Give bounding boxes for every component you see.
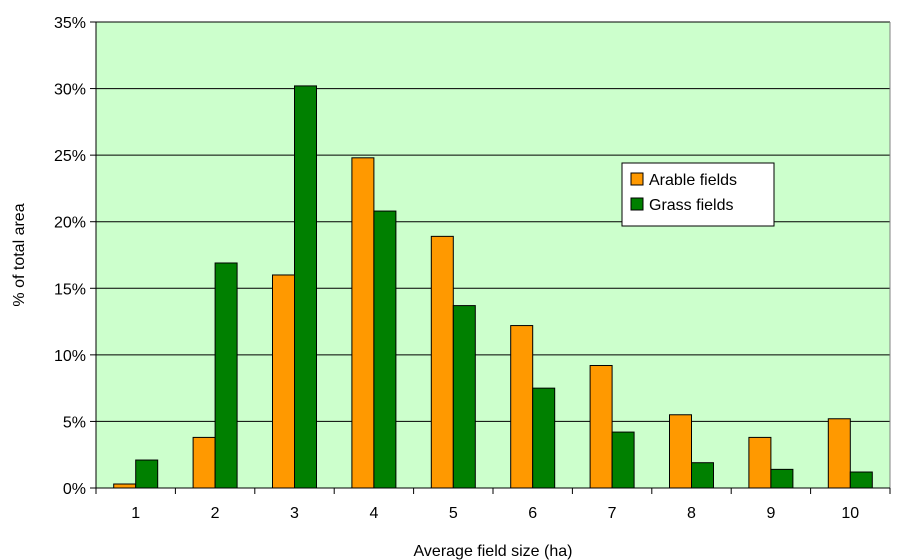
x-tick-labels: 1 2 3 4 5 6 7 8 9 10 — [131, 505, 859, 522]
y-tick-label: 0% — [63, 481, 86, 498]
legend: Arable fields Grass fields — [621, 162, 775, 227]
legend-box — [621, 162, 775, 227]
axes — [90, 21, 891, 494]
x-axis-label: Average field size (ha) — [414, 543, 573, 560]
y-axis-label: % of total area — [11, 203, 28, 306]
legend-swatch — [630, 197, 644, 211]
y-tick-label: 10% — [54, 348, 86, 365]
bar — [849, 471, 873, 489]
y-tick-label: 5% — [63, 414, 86, 431]
bar — [510, 325, 534, 489]
bar — [192, 436, 216, 489]
y-tick-label: 25% — [54, 148, 86, 165]
x-tick-label: 3 — [290, 505, 299, 522]
y-tick-label: 30% — [54, 82, 86, 99]
x-tick-label: 8 — [687, 505, 696, 522]
x-tick-label: 6 — [528, 505, 537, 522]
y-tick-label: 15% — [54, 281, 86, 298]
bar — [532, 387, 556, 489]
y-tick-label: 20% — [54, 215, 86, 232]
x-tick-label: 9 — [766, 505, 775, 522]
x-tick-label: 10 — [841, 505, 859, 522]
bar — [351, 157, 375, 489]
bar — [214, 262, 238, 489]
x-tick-label: 4 — [369, 505, 378, 522]
y-tick-label: 35% — [54, 15, 86, 32]
bar — [611, 431, 635, 489]
bar — [770, 468, 794, 489]
bars — [113, 85, 873, 489]
bar — [827, 418, 851, 489]
bar — [294, 85, 317, 489]
legend-label: Grass fields — [649, 197, 733, 214]
bar — [589, 365, 613, 489]
bar — [452, 305, 476, 489]
bar — [669, 414, 692, 489]
x-tick-label: 5 — [449, 505, 458, 522]
bar — [113, 483, 137, 489]
bar — [691, 462, 714, 489]
y-tick-labels: 0% 5% 10% 15% 20% 25% 30% 35% — [54, 15, 86, 498]
bar — [748, 436, 772, 489]
bar — [272, 274, 295, 489]
x-tick-label: 2 — [211, 505, 220, 522]
legend-swatch — [630, 172, 644, 186]
bar — [135, 459, 159, 489]
bar — [373, 210, 397, 489]
bar — [430, 235, 454, 489]
x-tick-label: 7 — [608, 505, 617, 522]
legend-label: Arable fields — [649, 172, 737, 189]
x-tick-label: 1 — [131, 505, 140, 522]
